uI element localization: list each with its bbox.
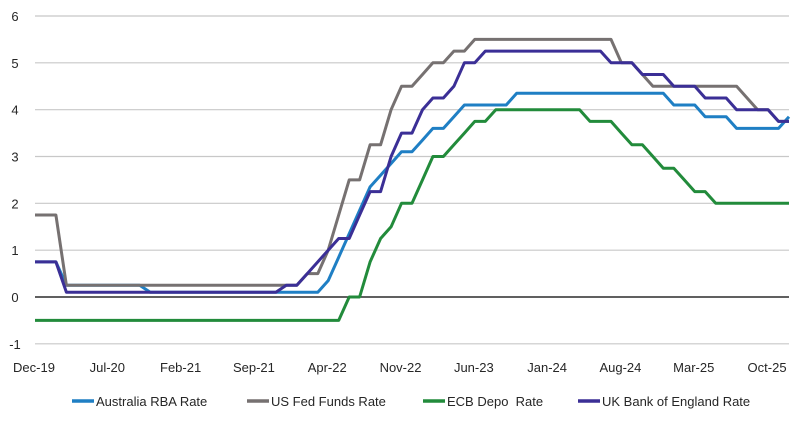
- y-tick-label: 0: [11, 290, 18, 305]
- x-axis-tick-labels: Dec-19 Jul-20 Feb-21 Sep-21 Apr-22 Nov-22 Jun-…: [13, 360, 787, 375]
- series-line-australia-rba-rate: [35, 91, 791, 294]
- x-tick-label: Dec-19: [13, 360, 55, 375]
- series-lines: [35, 37, 791, 322]
- x-tick-label: Jun-23: [454, 360, 494, 375]
- x-tick-label: Aug-24: [599, 360, 641, 375]
- legend-label: Australia RBA Rate: [96, 394, 207, 409]
- legend: Australia RBA Rate US Fed Funds Rate ECB D…: [72, 394, 750, 409]
- x-tick-label: Sep-21: [233, 360, 275, 375]
- x-tick-label: Oct-25: [748, 360, 787, 375]
- y-tick-label: 2: [11, 196, 18, 211]
- x-tick-label: Apr-22: [308, 360, 347, 375]
- x-tick-label: Mar-25: [673, 360, 714, 375]
- y-tick-label: 5: [11, 56, 18, 71]
- y-tick-label: 1: [11, 243, 18, 258]
- series-line-us-fed-funds-rate: [35, 37, 789, 287]
- legend-item: ECB Depo Rate: [423, 394, 543, 409]
- x-tick-label: Feb-21: [160, 360, 201, 375]
- legend-label: UK Bank of England Rate: [602, 394, 750, 409]
- series-line-ecb-depo-rate: [35, 108, 789, 322]
- x-tick-label: Nov-22: [380, 360, 422, 375]
- series-line-uk-bank-of-england-rate: [35, 49, 789, 294]
- legend-label: ECB Depo Rate: [447, 394, 543, 409]
- legend-label: US Fed Funds Rate: [271, 394, 386, 409]
- x-tick-label: Jan-24: [527, 360, 567, 375]
- legend-item: US Fed Funds Rate: [247, 394, 386, 409]
- y-tick-label: -1: [9, 337, 21, 352]
- y-tick-label: 3: [11, 150, 18, 165]
- x-tick-label: Jul-20: [90, 360, 125, 375]
- legend-item: UK Bank of England Rate: [578, 394, 750, 409]
- legend-item: Australia RBA Rate: [72, 394, 207, 409]
- y-tick-label: 4: [11, 103, 18, 118]
- gridlines: [35, 15, 789, 345]
- y-axis-tick-labels: -1 0 1 2 3 4 5 6: [9, 9, 21, 352]
- y-tick-label: 6: [11, 9, 18, 24]
